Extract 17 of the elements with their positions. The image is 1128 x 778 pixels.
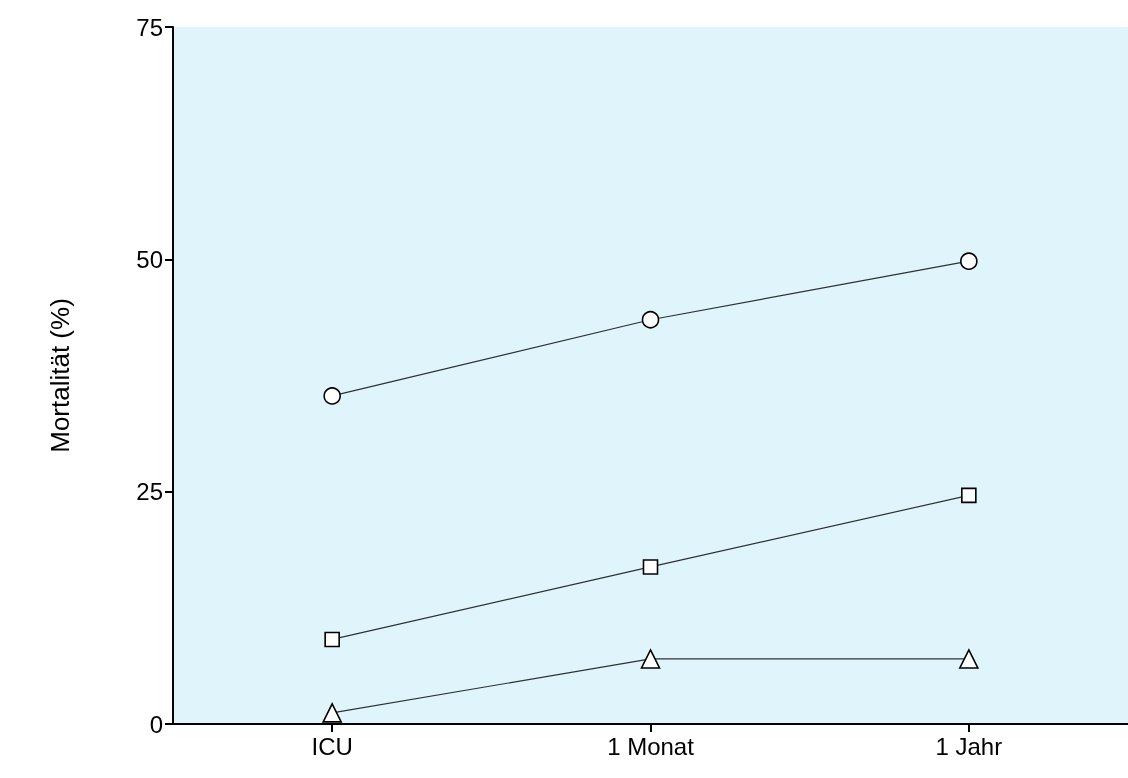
- point: [960, 252, 978, 270]
- point: [641, 310, 660, 329]
- point: [324, 631, 340, 648]
- x-tick-label: 1 Monat: [607, 732, 695, 760]
- y-tick-label: 75: [136, 13, 163, 41]
- y-axis-title: Mortalität (%): [45, 298, 75, 453]
- point: [322, 703, 342, 723]
- point: [640, 649, 661, 669]
- point: [323, 387, 341, 405]
- point: [642, 559, 659, 575]
- x-tick-label: ICU: [311, 732, 353, 760]
- y-tick-label: 25: [136, 478, 163, 506]
- y-tick-label: 0: [149, 710, 163, 738]
- point: [961, 487, 977, 504]
- y-tick-label: 50: [136, 245, 163, 273]
- x-tick-label: 1 Jahr: [935, 732, 1003, 760]
- point: [959, 649, 979, 669]
